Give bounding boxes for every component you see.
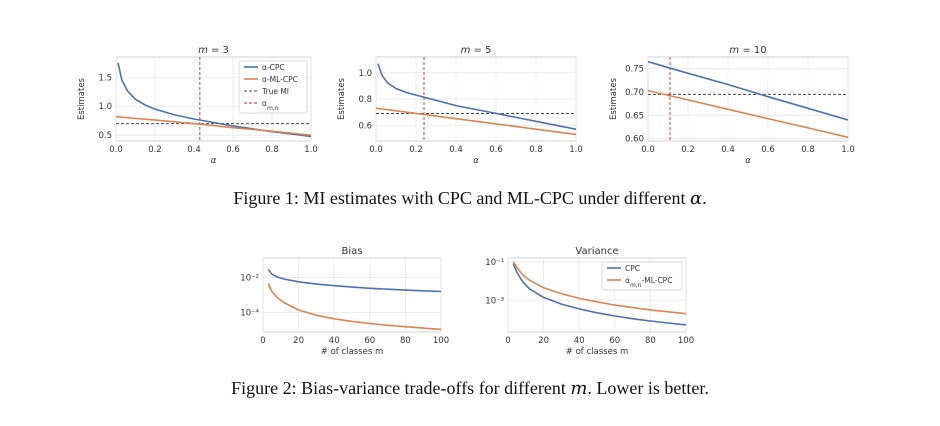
y-tick-label: 0.8 [358,95,372,105]
figure1-caption-end: . [702,188,707,208]
legend-label: αm,n-ML-CPC [625,276,672,289]
ml-cpc-series-line [647,89,849,139]
figure1-caption-text: Figure 1: MI estimates with CPC and ML-C… [233,188,690,208]
x-axis-label: α [473,156,479,166]
x-tick-label: 100 [678,336,694,346]
x-tick-label: 20 [538,336,549,346]
x-tick-label: 0.0 [641,145,655,155]
y-tick-label: 10⁻² [240,273,259,283]
x-axis-label: # of classes m [566,347,628,357]
x-tick-label: 80 [400,336,411,346]
x-tick-label: 100 [433,336,449,346]
x-tick-label: 0.2 [409,145,423,155]
x-tick-label: 1.0 [841,145,855,155]
chart-title: Variance [575,246,618,257]
y-axis-label: Estimates [337,77,347,120]
figure2-panel-variance: 0 20 40 60 80 100 10⁻¹ 10⁻³ Variance # of classes… [485,246,694,357]
y-tick-label: 0.60 [625,135,644,145]
x-axis-label: α [745,156,751,166]
legend-box [601,261,683,291]
y-tick-label: 0.5 [98,131,112,141]
figure2-caption: Figure 2: Bias-variance trade-offs for d… [0,378,940,399]
y-tick-label: 1.0 [358,69,372,79]
y-tick-label: 10⁻³ [485,296,504,306]
figure2-panel-bias: 0 20 40 60 80 100 10⁻² 10⁻⁴ Bias # of classes m [240,246,449,357]
y-tick-label: 0.65 [625,111,644,121]
x-tick-label: 0.6 [489,145,503,155]
x-tick-label: 0.6 [226,145,240,155]
x-tick-label: 60 [364,336,375,346]
y-tick-label: 0.6 [358,121,372,131]
x-axis-label: # of classes m [321,347,383,357]
legend-label: αm,n [262,99,279,112]
x-tick-label: 0.8 [529,145,543,155]
chart-title: m = 5 [461,45,492,56]
figure1-caption-symbol: α [689,188,703,209]
x-tick-label: 0 [505,336,510,346]
x-tick-label: 0.8 [801,145,815,155]
figure1-panel-m10: 0.0 0.2 0.4 0.6 0.8 1.0 0.60 0.65 0.70 0.75 m = 10… [609,45,855,166]
x-tick-label: 0.0 [109,145,123,155]
figure2-caption-end: . Lower is better. [587,378,709,398]
cpc-series-line [512,263,687,326]
y-axis-label: Estimates [77,77,87,120]
chart-title: Bias [342,246,363,257]
y-tick-label: 0.70 [625,88,644,98]
x-tick-label: 0.0 [369,145,383,155]
x-tick-label: 0.8 [265,145,279,155]
x-tick-label: 0.6 [761,145,775,155]
x-tick-label: 0.2 [681,145,695,155]
x-tick-label: 80 [645,336,656,346]
x-tick-label: 1.0 [569,145,583,155]
y-axis-label: Estimates [609,77,619,120]
x-tick-label: 0 [260,336,265,346]
figure2-caption-symbol: m [570,378,588,399]
legend-label: CPC [625,264,640,273]
x-tick-label: 20 [293,336,304,346]
x-tick-label: 0.4 [449,145,463,155]
y-tick-label: 10⁻¹ [485,258,504,268]
figure2-caption-text: Figure 2: Bias-variance trade-offs for d… [231,378,571,398]
x-tick-label: 60 [609,336,620,346]
x-axis-label: α [211,156,217,166]
y-tick-label: 1.0 [98,102,112,112]
figure1-panel-m5: 0.0 0.2 0.4 0.6 0.8 1.0 0.6 0.8 1.0 m = 5 α Estimat… [337,45,583,166]
cpc-series-line [647,60,849,121]
legend-label: True MI [261,87,289,96]
y-tick-label: 1.5 [98,73,112,83]
y-tick-label: 10⁻⁴ [240,309,259,319]
y-tick-label: 0.75 [625,65,644,75]
x-tick-label: 1.0 [304,145,318,155]
x-tick-label: 0.4 [721,145,735,155]
ml-cpc-series-line [375,107,577,136]
legend-box [238,60,308,114]
cpc-series-line [377,63,577,130]
legend-label: α-CPC [262,63,285,72]
figure1-caption: Figure 1: MI estimates with CPC and ML-C… [0,188,940,209]
chart-title: m = 3 [198,45,229,56]
figure1-panel-m3: 0.0 0.2 0.4 0.6 0.8 1.0 0.5 1.0 1.5 m = 3 α Estimat… [77,45,318,166]
ml-cpc-series-line [267,283,442,331]
x-tick-label: 40 [329,336,340,346]
chart-title: m = 10 [729,45,766,56]
x-tick-label: 40 [574,336,585,346]
x-tick-label: 0.4 [187,145,201,155]
plot-area [262,257,442,333]
cpc-series-line [267,269,442,293]
ml-cpc-series-line [512,261,687,315]
x-tick-label: 0.2 [148,145,162,155]
ml-cpc-series-line [115,115,312,136]
legend-label: α-ML-CPC [262,75,298,84]
